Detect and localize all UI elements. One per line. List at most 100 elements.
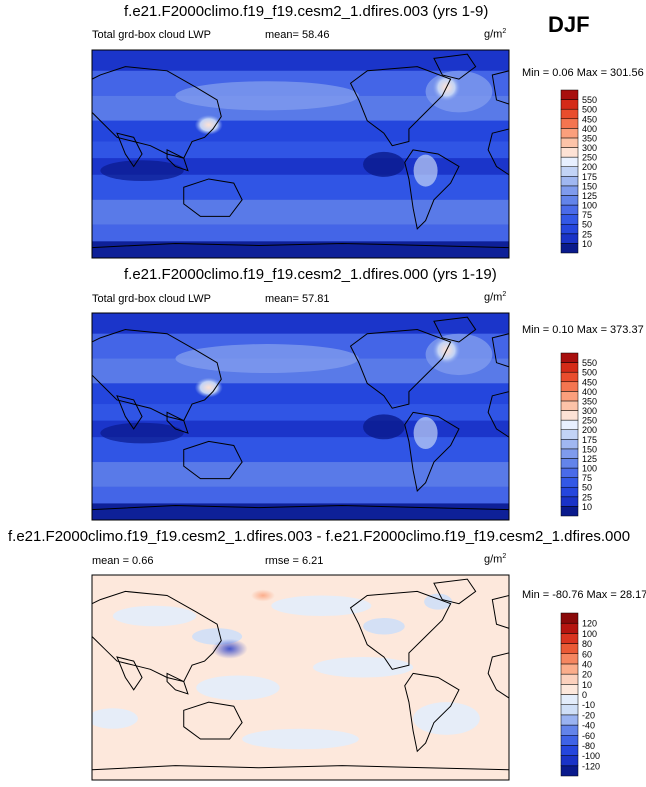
diff-negative-patch: [271, 595, 372, 616]
colorbar-tick-label: 120: [582, 619, 597, 629]
colorbar-tick-label: 75: [582, 210, 592, 220]
colorbar-tick-label: 100: [582, 629, 597, 639]
colorbar-tick-label: 100: [582, 201, 597, 211]
coastline-europe: [491, 333, 509, 368]
lat-band: [92, 224, 509, 242]
diff-positive-patch: [250, 589, 275, 602]
lat-band: [92, 486, 509, 504]
colorbar-swatch: [560, 684, 579, 695]
diff-negative-patch: [424, 593, 453, 610]
colorbar-tick-label: 75: [582, 473, 592, 483]
coastline-samerica: [404, 672, 460, 753]
colorbar-swatch: [560, 653, 579, 665]
coastline-india: [116, 132, 143, 168]
colorbar-swatch: [560, 233, 579, 244]
dry-region: [100, 160, 184, 182]
colorbar-1: 1025507510012515017520025030035040045050…: [560, 89, 597, 254]
lat-band: [92, 404, 509, 421]
colorbar-tick-label: -20: [582, 710, 595, 720]
colorbar-swatch: [560, 419, 579, 430]
colorbar-swatch: [560, 735, 579, 746]
colorbar-swatch: [560, 223, 579, 235]
plot1-mean: mean= 58.46: [265, 29, 330, 41]
coastline-seasia: [166, 149, 189, 172]
colorbar-swatch: [560, 214, 579, 225]
diff-negative-patch: [112, 605, 197, 627]
colorbar-tick-label: 500: [582, 368, 597, 378]
colorbar-swatch: [560, 714, 579, 726]
colorbar-swatch: [560, 371, 579, 383]
diff-negative-patch: [242, 728, 359, 750]
colorbar-swatch: [560, 400, 579, 411]
colorbar-tick-label: 175: [582, 435, 597, 445]
plot3-title: f.e21.F2000climo.f19_f19.cesm2_1.dfires.…: [8, 528, 631, 545]
dry-region: [363, 414, 405, 440]
pacific-storm-track: [175, 344, 359, 374]
lat-band: [92, 313, 509, 334]
colorbar-tick-label: 450: [582, 114, 597, 124]
colorbar-tick-label: 125: [582, 191, 597, 201]
plot1-minmax: Min = 0.06 Max = 301.56: [522, 67, 644, 79]
map-panel-1: [91, 49, 510, 259]
coastline-antarctica: [92, 242, 509, 258]
colorbar-swatch: [560, 195, 579, 206]
plot2-mean: mean= 57.81: [265, 293, 330, 305]
coastline-greenland: [433, 53, 477, 80]
season-label: DJF: [548, 12, 590, 37]
colorbar-swatch: [560, 176, 579, 187]
coastline-australia: [183, 178, 243, 217]
colorbar-tick-label: -120: [582, 761, 600, 771]
colorbar-tick-label: 150: [582, 181, 597, 191]
lat-band: [92, 50, 509, 71]
colorbar-tick-label: 25: [582, 229, 592, 239]
colorbar-tick-label: 10: [582, 502, 592, 512]
colorbar-tick-label: 550: [582, 358, 597, 368]
coastline-samerica: [404, 149, 460, 230]
colorbar-swatch: [560, 724, 579, 736]
lat-band: [92, 383, 509, 405]
plot1-variable-label: Total grd-box cloud LWP: [92, 29, 212, 41]
colorbar-tick-label: 150: [582, 444, 597, 454]
colorbar-tick-label: -60: [582, 731, 595, 741]
map-field-1: [92, 50, 509, 258]
coastline-africa: [487, 652, 509, 699]
colorbar-tick-label: 0: [582, 690, 587, 700]
plot2-minmax: Min = 0.10 Max = 373.37: [522, 324, 644, 336]
colorbar-swatch: [560, 612, 579, 624]
colorbar-tick-label: 175: [582, 172, 597, 182]
amazon-high: [413, 154, 438, 187]
colorbar-swatch: [560, 467, 579, 478]
colorbar-tick-label: 550: [582, 95, 597, 105]
colorbar-swatch: [560, 156, 579, 167]
colorbar-tick-label: 25: [582, 492, 592, 502]
coastline-seasia: [166, 411, 189, 434]
colorbar-swatch: [560, 622, 579, 634]
colorbar-swatch: [560, 673, 579, 685]
colorbar-swatch: [560, 108, 579, 120]
colorbar-tick-label: 250: [582, 153, 597, 163]
hotspot-east-asia: [194, 377, 223, 398]
colorbar-swatch: [560, 448, 579, 459]
colorbar-swatch: [560, 765, 579, 777]
coastline-greenland: [433, 316, 477, 343]
coastline-namerica: [349, 590, 452, 670]
colorbar-swatch: [560, 704, 579, 716]
coastline-seasia: [166, 672, 189, 695]
colorbar-tick-label: 125: [582, 454, 597, 464]
colorbar-swatch: [560, 410, 579, 421]
map-panel-3: [91, 574, 510, 781]
coastline-antarctica: [92, 505, 509, 520]
coastline-samerica: [404, 411, 460, 493]
coastline-asia: [92, 66, 222, 159]
colorbar-tick-label: -40: [582, 721, 595, 731]
colorbar-swatch: [560, 352, 579, 363]
lat-band: [92, 503, 509, 520]
colorbar-tick-label: 400: [582, 124, 597, 134]
colorbar-tick-label: 400: [582, 387, 597, 397]
coastline-antarctica: [92, 765, 509, 780]
amazon-high: [413, 417, 438, 450]
diff-negative-patch: [92, 708, 138, 729]
colorbar-tick-label: 20: [582, 670, 592, 680]
plot1-title: f.e21.F2000climo.f19_f19.cesm2_1.dfires.…: [124, 3, 489, 20]
coastline-asia: [92, 329, 222, 422]
